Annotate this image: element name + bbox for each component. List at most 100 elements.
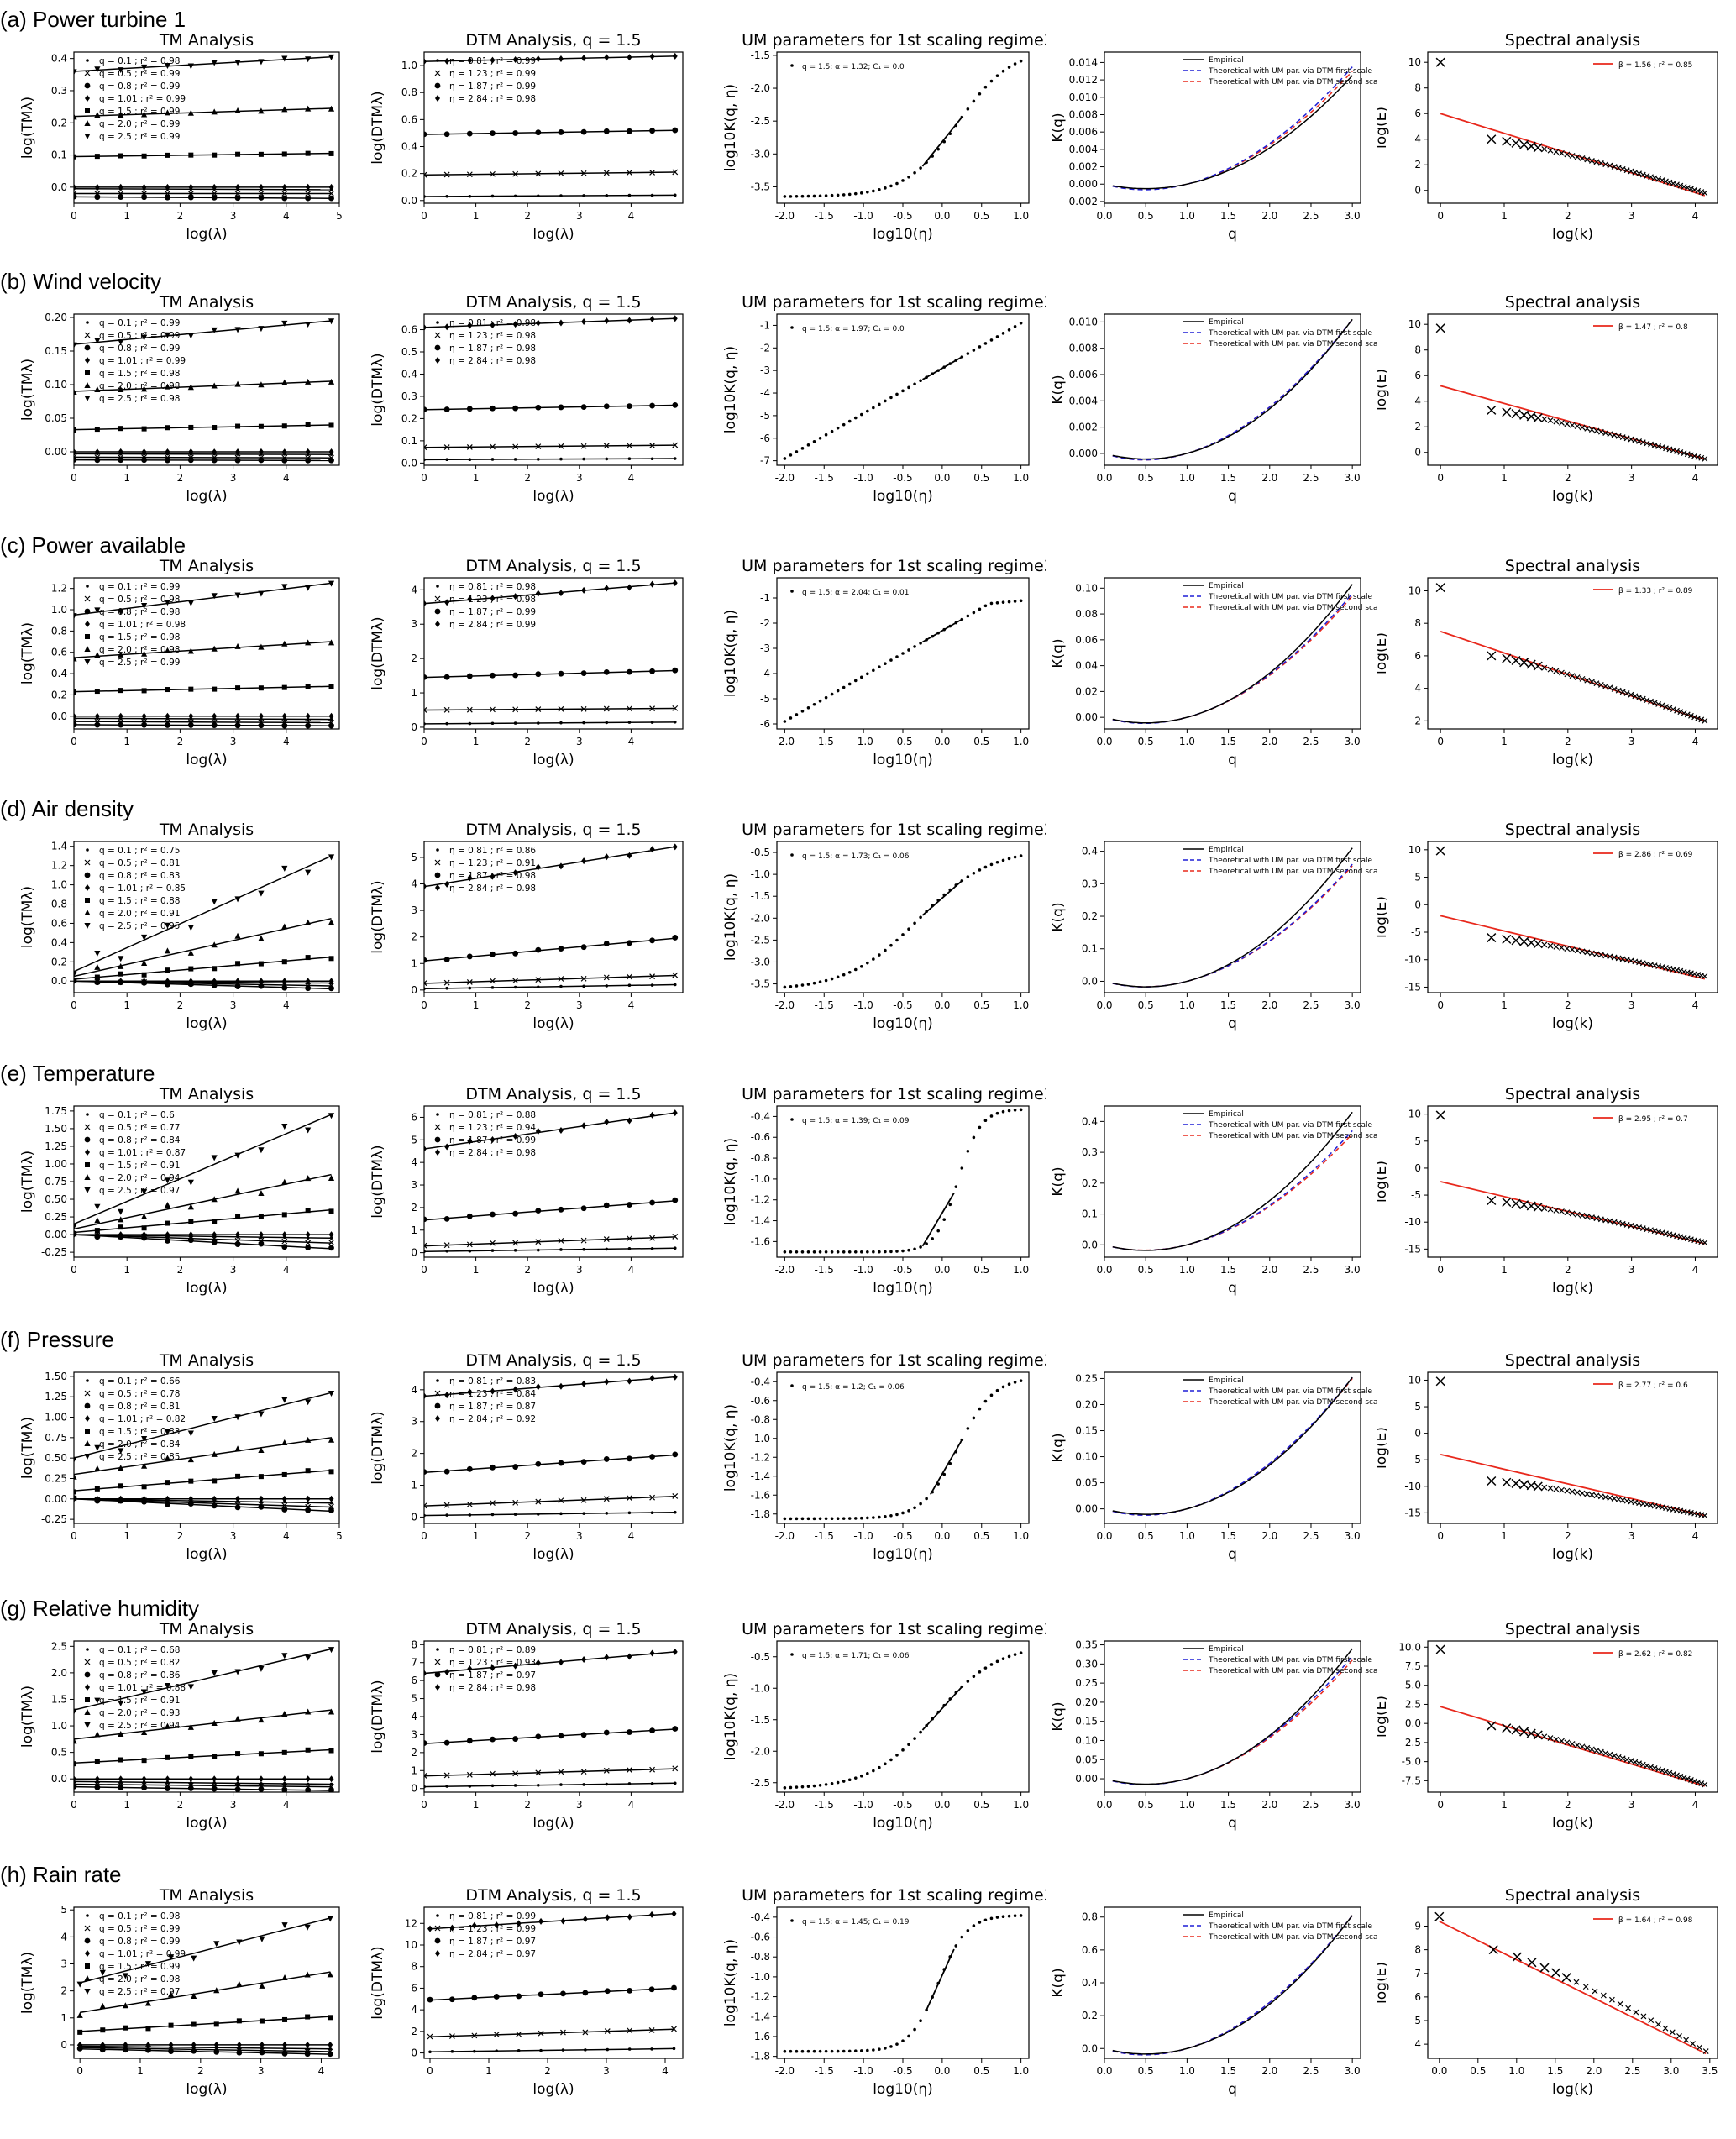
data-point	[495, 2049, 499, 2052]
legend: q = 1.5; α = 1.73; C₁ = 0.06	[790, 852, 910, 861]
data-point	[165, 1775, 170, 1783]
data-point	[118, 1775, 123, 1783]
data-point	[140, 934, 148, 941]
fit-line	[424, 129, 675, 135]
fit-line	[80, 1971, 331, 2014]
data-point	[74, 427, 76, 433]
data-point	[604, 1654, 610, 1661]
legend-entry: q = 2.0 ; r² = 0.98	[99, 381, 180, 391]
x-tick-label: 1	[123, 736, 130, 747]
data-point	[445, 1785, 448, 1788]
data-point	[118, 67, 124, 74]
legend-marker	[85, 884, 90, 891]
data-point	[789, 716, 793, 720]
data-point	[168, 2048, 174, 2054]
y-tick-label: 0.8	[401, 87, 417, 98]
data-point	[1611, 164, 1618, 170]
data-point	[1553, 418, 1560, 425]
legend-marker	[84, 1709, 91, 1715]
plot-frame	[73, 577, 340, 730]
data-point	[627, 1782, 632, 1785]
y-tick-label: -4	[760, 387, 770, 399]
data-point	[1695, 187, 1702, 194]
fit-line	[74, 1498, 332, 1504]
data-point	[1574, 1211, 1581, 1218]
data-point	[234, 457, 241, 464]
data-point	[535, 1659, 541, 1666]
y-tick-label: 0.6	[401, 113, 417, 125]
data-point	[235, 978, 241, 985]
data-point	[490, 1464, 496, 1471]
legend-marker	[434, 70, 441, 76]
y-tick-label: 8	[1414, 344, 1421, 356]
data-point	[537, 1248, 540, 1252]
data-point	[872, 1516, 875, 1519]
y-tick-label: 4	[1414, 396, 1421, 407]
data-point	[966, 1427, 970, 1430]
data-point	[94, 1759, 100, 1764]
y-tick-label: 7.5	[1405, 1660, 1421, 1672]
legend: β = 2.77 ; r² = 0.6	[1593, 1381, 1688, 1390]
fit-line	[74, 1780, 332, 1785]
data-point	[560, 2029, 566, 2036]
data-point	[1541, 146, 1548, 152]
data-point	[580, 1497, 587, 1503]
data-point	[535, 590, 541, 597]
data-point	[830, 977, 834, 981]
data-point	[1659, 702, 1665, 709]
legend-marker	[435, 1950, 440, 1957]
data-point	[281, 684, 287, 690]
data-point	[212, 712, 218, 720]
legend-entry: Theoretical with UM par. via DTM second …	[1208, 78, 1377, 87]
data-point	[1628, 1758, 1634, 1764]
chart-title: TM Analysis	[159, 1886, 254, 1905]
data-point	[1574, 423, 1581, 430]
data-point	[513, 458, 517, 461]
data-point	[94, 1775, 100, 1783]
data-point	[118, 1784, 124, 1790]
data-point	[1648, 698, 1654, 705]
data-point	[830, 692, 834, 696]
data-point	[188, 1219, 194, 1224]
data-point	[1602, 1217, 1609, 1224]
row-title: (b) Wind velocity	[0, 269, 162, 294]
y-tick-label: 0.00	[1075, 711, 1098, 723]
y-tick-label: 5	[411, 852, 417, 863]
data-point	[627, 705, 632, 712]
data-point	[830, 2049, 834, 2053]
data-point	[783, 720, 787, 723]
data-point	[305, 191, 312, 197]
legend-marker	[84, 1454, 91, 1460]
data-point	[1676, 2033, 1682, 2039]
legend-marker	[84, 396, 91, 401]
x-tick-label: 2.5	[1303, 1799, 1319, 1811]
y-tick-label: 2	[1414, 159, 1421, 170]
data-point	[490, 443, 496, 450]
y-tick-label: 8	[411, 1961, 417, 1973]
legend-marker	[84, 344, 91, 351]
data-point	[1702, 190, 1708, 197]
legend: η = 0.81 ; r² = 0.98η = 1.23 ; r² = 0.98…	[434, 582, 536, 630]
data-point	[490, 1240, 496, 1246]
data-point	[806, 2049, 810, 2053]
legend-marker	[86, 1379, 89, 1382]
y-tick-label: -1	[760, 319, 770, 331]
data-point	[859, 675, 863, 679]
data-point	[895, 938, 899, 942]
x-tick-label: 3	[576, 736, 583, 747]
data-point	[580, 443, 587, 449]
legend-marker	[85, 1684, 90, 1691]
data-point	[1691, 186, 1698, 193]
x-tick-label: 3.0	[1345, 999, 1361, 1011]
data-point	[1588, 679, 1595, 685]
data-point	[187, 457, 194, 464]
data-point	[789, 1517, 793, 1521]
data-point	[118, 978, 123, 985]
data-point	[627, 983, 632, 988]
data-point	[1001, 858, 1005, 862]
data-point	[467, 322, 473, 329]
data-point	[444, 599, 450, 606]
data-point	[512, 405, 519, 412]
data-point	[168, 2041, 174, 2048]
data-point	[1511, 1478, 1521, 1488]
